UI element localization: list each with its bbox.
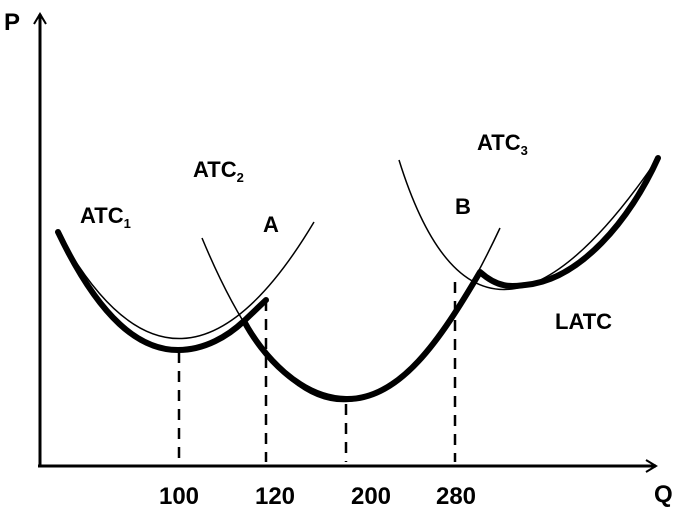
point-a-label: A [263,212,279,237]
atc3-curve [398,157,659,291]
y-axis-label: P [4,9,20,36]
x-tick-280: 280 [436,483,476,510]
latc-segment-to-a [241,297,269,324]
x-tick-100: 100 [159,483,199,510]
atc1-label: ATC1 [80,203,131,231]
latc-label: LATC [555,309,612,334]
point-b-label: B [455,194,471,219]
latc-curve [55,155,661,403]
atc3-label: ATC3 [477,130,528,158]
atc2-label: ATC2 [193,157,244,185]
atc1-curve [57,221,315,340]
x-tick-200: 200 [351,483,391,510]
x-tick-120: 120 [255,483,295,510]
x-axis-label: Q [654,481,673,508]
